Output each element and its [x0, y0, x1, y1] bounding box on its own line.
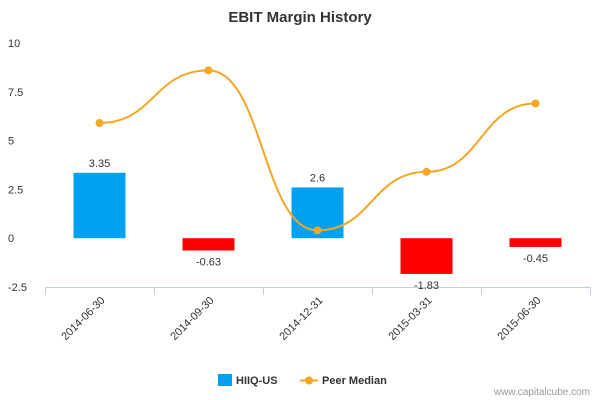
- legend-label-hiiq[interactable]: HIIQ-US: [236, 375, 278, 387]
- x-tick-label: 2014-09-30: [168, 295, 216, 343]
- y-tick-label: 0: [8, 233, 14, 245]
- legend: HIIQ-US Peer Median: [218, 374, 387, 387]
- bar-series: 3.35 -0.63 2.6 -1.83 -0.45: [73, 158, 562, 292]
- bar-data-label: -1.83: [414, 280, 439, 292]
- bar-hiiq[interactable]: [509, 238, 562, 247]
- peer-median-point[interactable]: [422, 167, 431, 176]
- bar-data-label: -0.45: [523, 253, 548, 265]
- peer-median-point[interactable]: [204, 66, 213, 75]
- legend-swatch-hiiq: [218, 374, 232, 386]
- peer-median-point[interactable]: [313, 226, 322, 235]
- legend-label-peer-median[interactable]: Peer Median: [322, 375, 387, 387]
- y-axis: 10 7.5 5 2.5 0 -2.5: [8, 38, 27, 294]
- legend-marker-peer-median: [305, 376, 313, 385]
- y-tick-label: 10: [8, 38, 20, 50]
- x-tick-label: 2015-06-30: [495, 295, 543, 343]
- peer-median-point[interactable]: [531, 99, 540, 108]
- y-tick-label: 5: [8, 136, 14, 148]
- bar-data-label: 3.35: [89, 158, 110, 170]
- bar-data-label: 2.6: [310, 172, 325, 184]
- line-series: [95, 66, 540, 235]
- y-tick-label: 7.5: [8, 87, 23, 99]
- x-tick-label: 2014-12-31: [277, 295, 325, 343]
- bar-data-label: -0.63: [196, 256, 221, 268]
- bar-hiiq[interactable]: [73, 172, 126, 239]
- peer-median-line: [99, 69, 536, 232]
- y-tick-label: -2.5: [8, 282, 27, 294]
- bar-hiiq[interactable]: [182, 238, 235, 251]
- x-tick-label: 2014-06-30: [59, 295, 107, 343]
- bar-hiiq[interactable]: [400, 238, 453, 274]
- peer-median-point[interactable]: [95, 119, 104, 128]
- y-tick-label: 2.5: [8, 184, 23, 196]
- chart-title: EBIT Margin History: [228, 9, 372, 26]
- x-axis: 2014-06-30 2014-09-30 2014-12-31 2015-03-31…: [45, 287, 591, 343]
- x-tick-label: 2015-03-31: [386, 295, 434, 343]
- credit-text: www.capitalcube.com: [493, 387, 590, 398]
